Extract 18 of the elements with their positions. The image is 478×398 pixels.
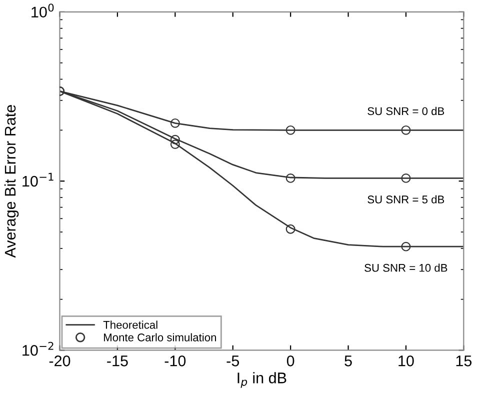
annotation: SU SNR = 10 dB [364,264,448,272]
x-tick-label: 15 [456,356,472,366]
x-tick-label: 0 [286,356,294,366]
y-tick-label: 10$^{−2}$ [22,342,54,356]
x-tick-label: 5 [344,356,352,366]
x-tick-label: -5 [226,356,240,366]
x-axis-title: I$_{p}$ in dB [238,372,286,388]
annotation: SU SNR = 0 dB [368,106,444,116]
x-tick-label: -20 [49,356,70,366]
annotation: SU SNR = 5 dB [368,195,444,204]
legend-label: Monte Carlo simulation [104,333,216,342]
x-tick-label: -15 [107,356,128,366]
y-axis-title: Average Bit Error Rate [4,105,19,258]
y-tick-label: 10$^{0}$ [32,4,54,18]
y-tick-label: 10$^{−1}$ [22,172,54,187]
legend-label: Theoretical [103,320,158,329]
x-tick-label: -10 [164,356,186,366]
x-tick-label: 10 [398,356,414,366]
